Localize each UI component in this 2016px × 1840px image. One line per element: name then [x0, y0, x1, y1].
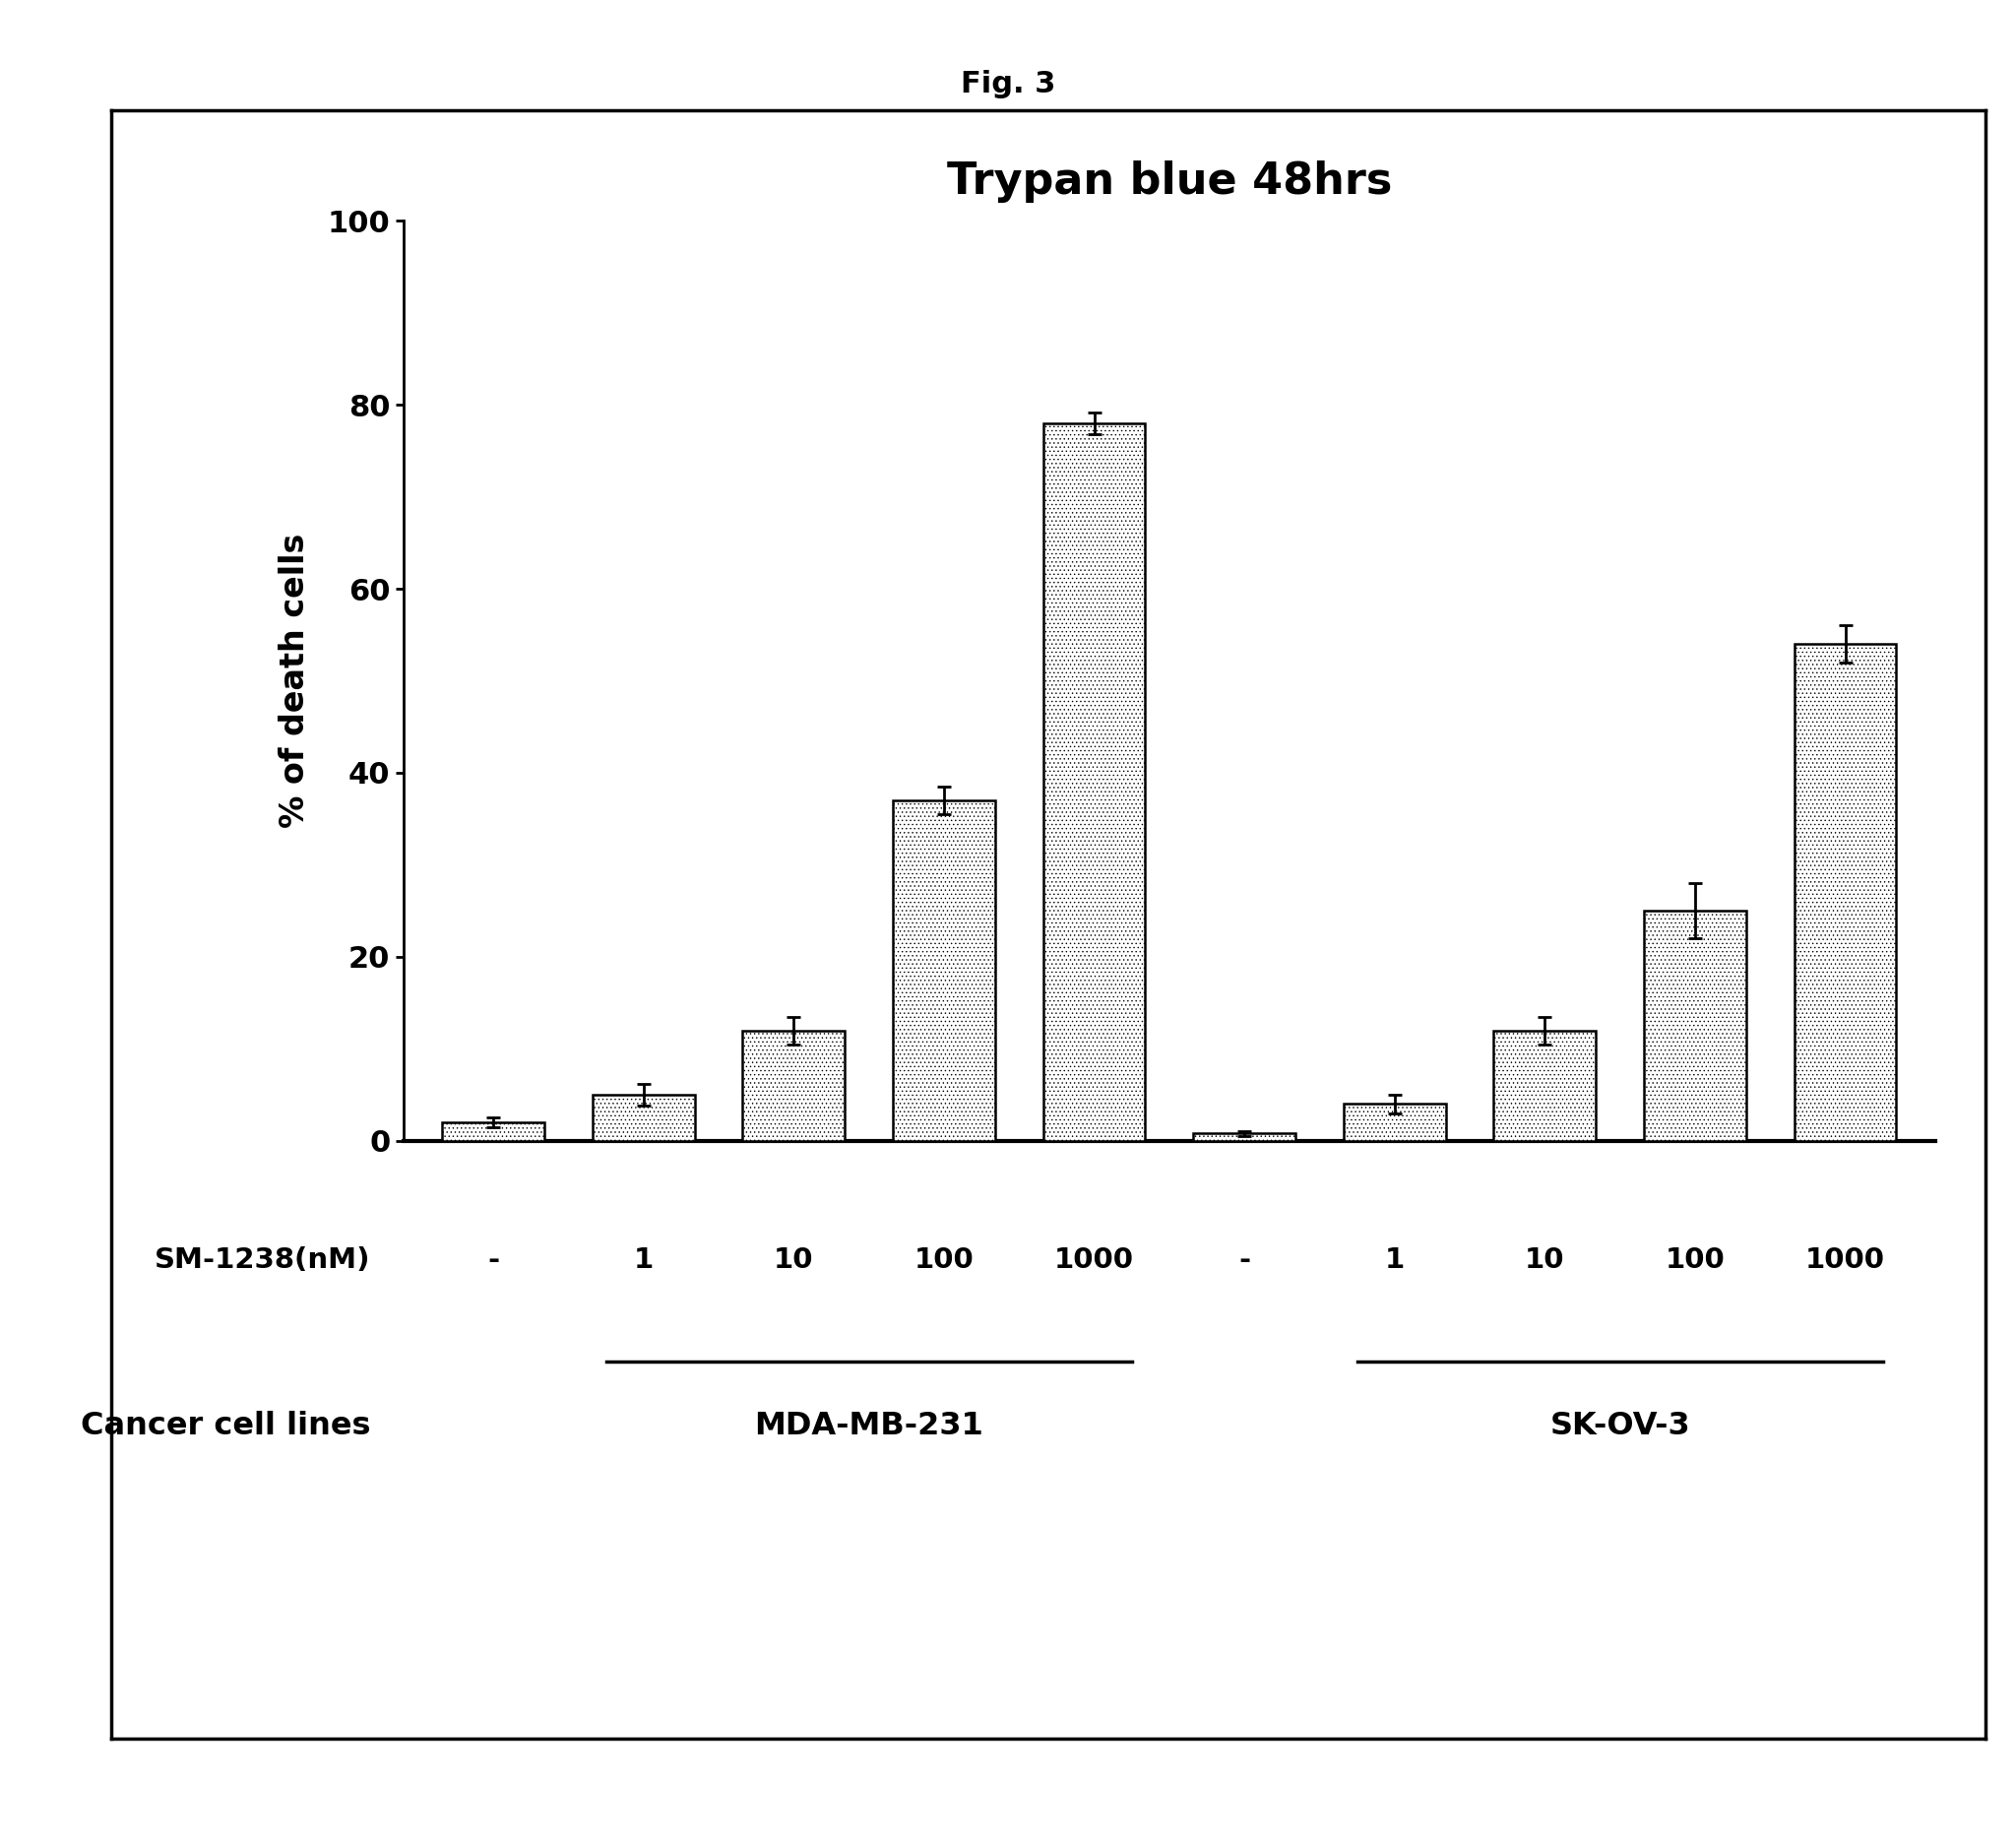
Bar	[1794, 644, 1897, 1141]
Text: Fig. 3: Fig. 3	[960, 70, 1056, 99]
Text: 1000: 1000	[1054, 1248, 1135, 1273]
Y-axis label: % of death cells: % of death cells	[278, 534, 310, 828]
Title: Trypan blue 48hrs: Trypan blue 48hrs	[948, 160, 1391, 202]
Bar	[1193, 1133, 1296, 1141]
Bar	[442, 1122, 544, 1141]
Bar	[1343, 1104, 1445, 1141]
Text: SM-1238(nM): SM-1238(nM)	[155, 1248, 371, 1273]
Bar	[742, 1030, 845, 1141]
Text: 10: 10	[1524, 1248, 1564, 1273]
Text: SK-OV-3: SK-OV-3	[1550, 1411, 1689, 1441]
Text: -: -	[1238, 1248, 1250, 1273]
Text: MDA-MB-231: MDA-MB-231	[754, 1411, 984, 1441]
Bar	[593, 1095, 696, 1141]
Bar	[1494, 1030, 1597, 1141]
Text: 100: 100	[1665, 1248, 1726, 1273]
Bar	[893, 800, 996, 1141]
Text: 1000: 1000	[1806, 1248, 1885, 1273]
Bar	[1643, 911, 1746, 1141]
Text: 10: 10	[774, 1248, 814, 1273]
Text: 100: 100	[913, 1248, 974, 1273]
Text: 1: 1	[1385, 1248, 1405, 1273]
Bar	[1042, 423, 1145, 1141]
Text: -: -	[488, 1248, 500, 1273]
Text: 1: 1	[633, 1248, 653, 1273]
Text: Cancer cell lines: Cancer cell lines	[81, 1411, 371, 1441]
